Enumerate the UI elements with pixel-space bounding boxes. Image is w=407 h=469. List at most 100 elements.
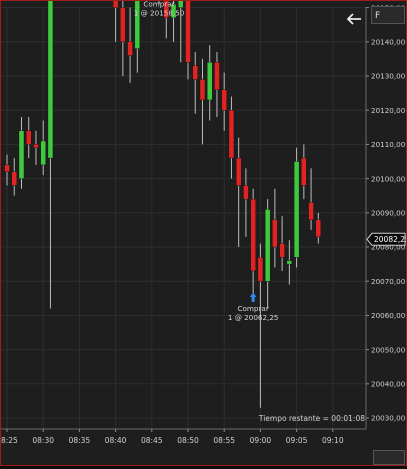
candle — [18, 117, 25, 189]
candle — [301, 144, 307, 200]
candle-body-down — [214, 62, 220, 90]
candle-body-up — [207, 62, 213, 101]
buy-label-detail: 1 @ 20062,25 — [228, 313, 279, 322]
current-price-tag — [366, 232, 406, 246]
side-panel-tab[interactable]: F — [371, 6, 405, 24]
candle-body-up — [293, 161, 300, 258]
candle-body-up — [18, 130, 25, 179]
back-button[interactable] — [344, 10, 364, 28]
buy-label-detail: 1 @ 20158,50 — [134, 9, 185, 18]
time-tick-label: 08:35 — [69, 436, 91, 445]
price-axis[interactable]: 20250,0020240,0020230,0020220,0020210,00… — [1, 1, 407, 430]
buy-label-action: Comprar — [238, 304, 269, 313]
candle — [228, 96, 235, 179]
candle-body-down — [192, 65, 198, 80]
buy-arrow-icon — [249, 292, 257, 302]
candle-body-down — [221, 89, 227, 111]
price-tick-label: 20030,00 — [371, 414, 406, 423]
candle-body-up — [47, 0, 54, 159]
time-tick-label: 09:00 — [250, 436, 272, 445]
candle — [264, 199, 271, 309]
candle-body-down — [185, 0, 191, 63]
candle-body-down — [120, 7, 126, 43]
candle — [279, 216, 285, 271]
candle-body-down — [250, 198, 256, 272]
candle — [178, 0, 184, 63]
candle — [170, 0, 177, 42]
candle-body-down — [26, 130, 32, 145]
candle — [185, 0, 191, 80]
candle-body-up — [170, 3, 177, 19]
price-tick-label: 20090,00 — [371, 209, 406, 218]
candle — [308, 168, 314, 230]
candle-body-down — [243, 185, 249, 200]
candle — [47, 0, 54, 309]
candle-body-down — [257, 257, 264, 282]
candle — [272, 188, 278, 268]
candle — [235, 137, 242, 247]
candle — [134, 0, 141, 73]
candle — [293, 147, 300, 268]
candle — [120, 0, 126, 76]
candle — [243, 168, 249, 237]
candle — [192, 52, 198, 114]
time-axis[interactable]: 08:25 08:30 08:35 08:40 08:45 08:50 08:55 09:00… — [0, 429, 344, 445]
candles — [4, 0, 322, 408]
candle-body-down — [4, 164, 10, 172]
price-tick-label: 20080,00 — [371, 243, 406, 252]
candle-body-up — [264, 209, 271, 282]
candle-body-down — [308, 202, 314, 220]
candle — [40, 120, 46, 176]
remaining-time-label: Tiempo restante = 00:01:08 — [258, 414, 365, 423]
time-tick-label: 09:10 — [322, 436, 344, 445]
price-tick-label: 20050,00 — [371, 345, 406, 354]
time-tick-label: 09:05 — [286, 436, 308, 445]
price-tick-label: 20120,00 — [371, 106, 406, 115]
price-tick-label: 20140,00 — [371, 38, 406, 47]
candle — [33, 130, 39, 165]
candle — [4, 154, 10, 186]
price-tick-label: 20130,00 — [371, 72, 406, 81]
price-tick-label: 20040,00 — [371, 380, 406, 389]
candle-body-down — [33, 144, 39, 149]
candle — [250, 188, 256, 302]
candle-body-down — [315, 219, 322, 237]
candle — [286, 240, 293, 285]
time-tick-label: 08:55 — [213, 436, 235, 445]
candle — [11, 158, 17, 196]
price-tick-label: 20060,00 — [371, 311, 406, 320]
candle-body-down — [199, 79, 206, 101]
candle-body-up — [134, 0, 141, 49]
candle-body-down — [272, 219, 278, 248]
candle-body-down — [112, 0, 119, 8]
candle — [315, 212, 322, 244]
candle — [221, 72, 227, 131]
candle-body-up — [40, 140, 46, 166]
candle — [214, 52, 220, 118]
time-tick-label: 08:50 — [177, 436, 199, 445]
time-tick-label: 08:45 — [141, 436, 163, 445]
candle-body-down — [228, 109, 235, 159]
price-tick-label: 20070,00 — [371, 277, 406, 286]
candle-body-down — [235, 157, 242, 186]
arrow-left-icon — [346, 13, 361, 25]
price-tick-label: 20100,00 — [371, 174, 406, 183]
bottom-corner-tab[interactable] — [373, 450, 405, 465]
candle-body-down — [127, 41, 133, 56]
candle — [199, 58, 206, 145]
candle-body-down — [279, 243, 285, 258]
candle-body-down — [163, 0, 169, 19]
time-tick-label: 08:30 — [32, 436, 54, 445]
candle-body-up — [178, 0, 184, 8]
time-tick-label: 08:40 — [105, 436, 127, 445]
candle — [207, 45, 213, 121]
candle — [257, 243, 264, 408]
current-price-label: 20082,25 — [374, 235, 406, 244]
price-tick-label: 20110,00 — [371, 140, 406, 149]
candle-body-up — [286, 260, 293, 265]
candle — [112, 0, 119, 42]
candle-body-down — [11, 171, 17, 186]
